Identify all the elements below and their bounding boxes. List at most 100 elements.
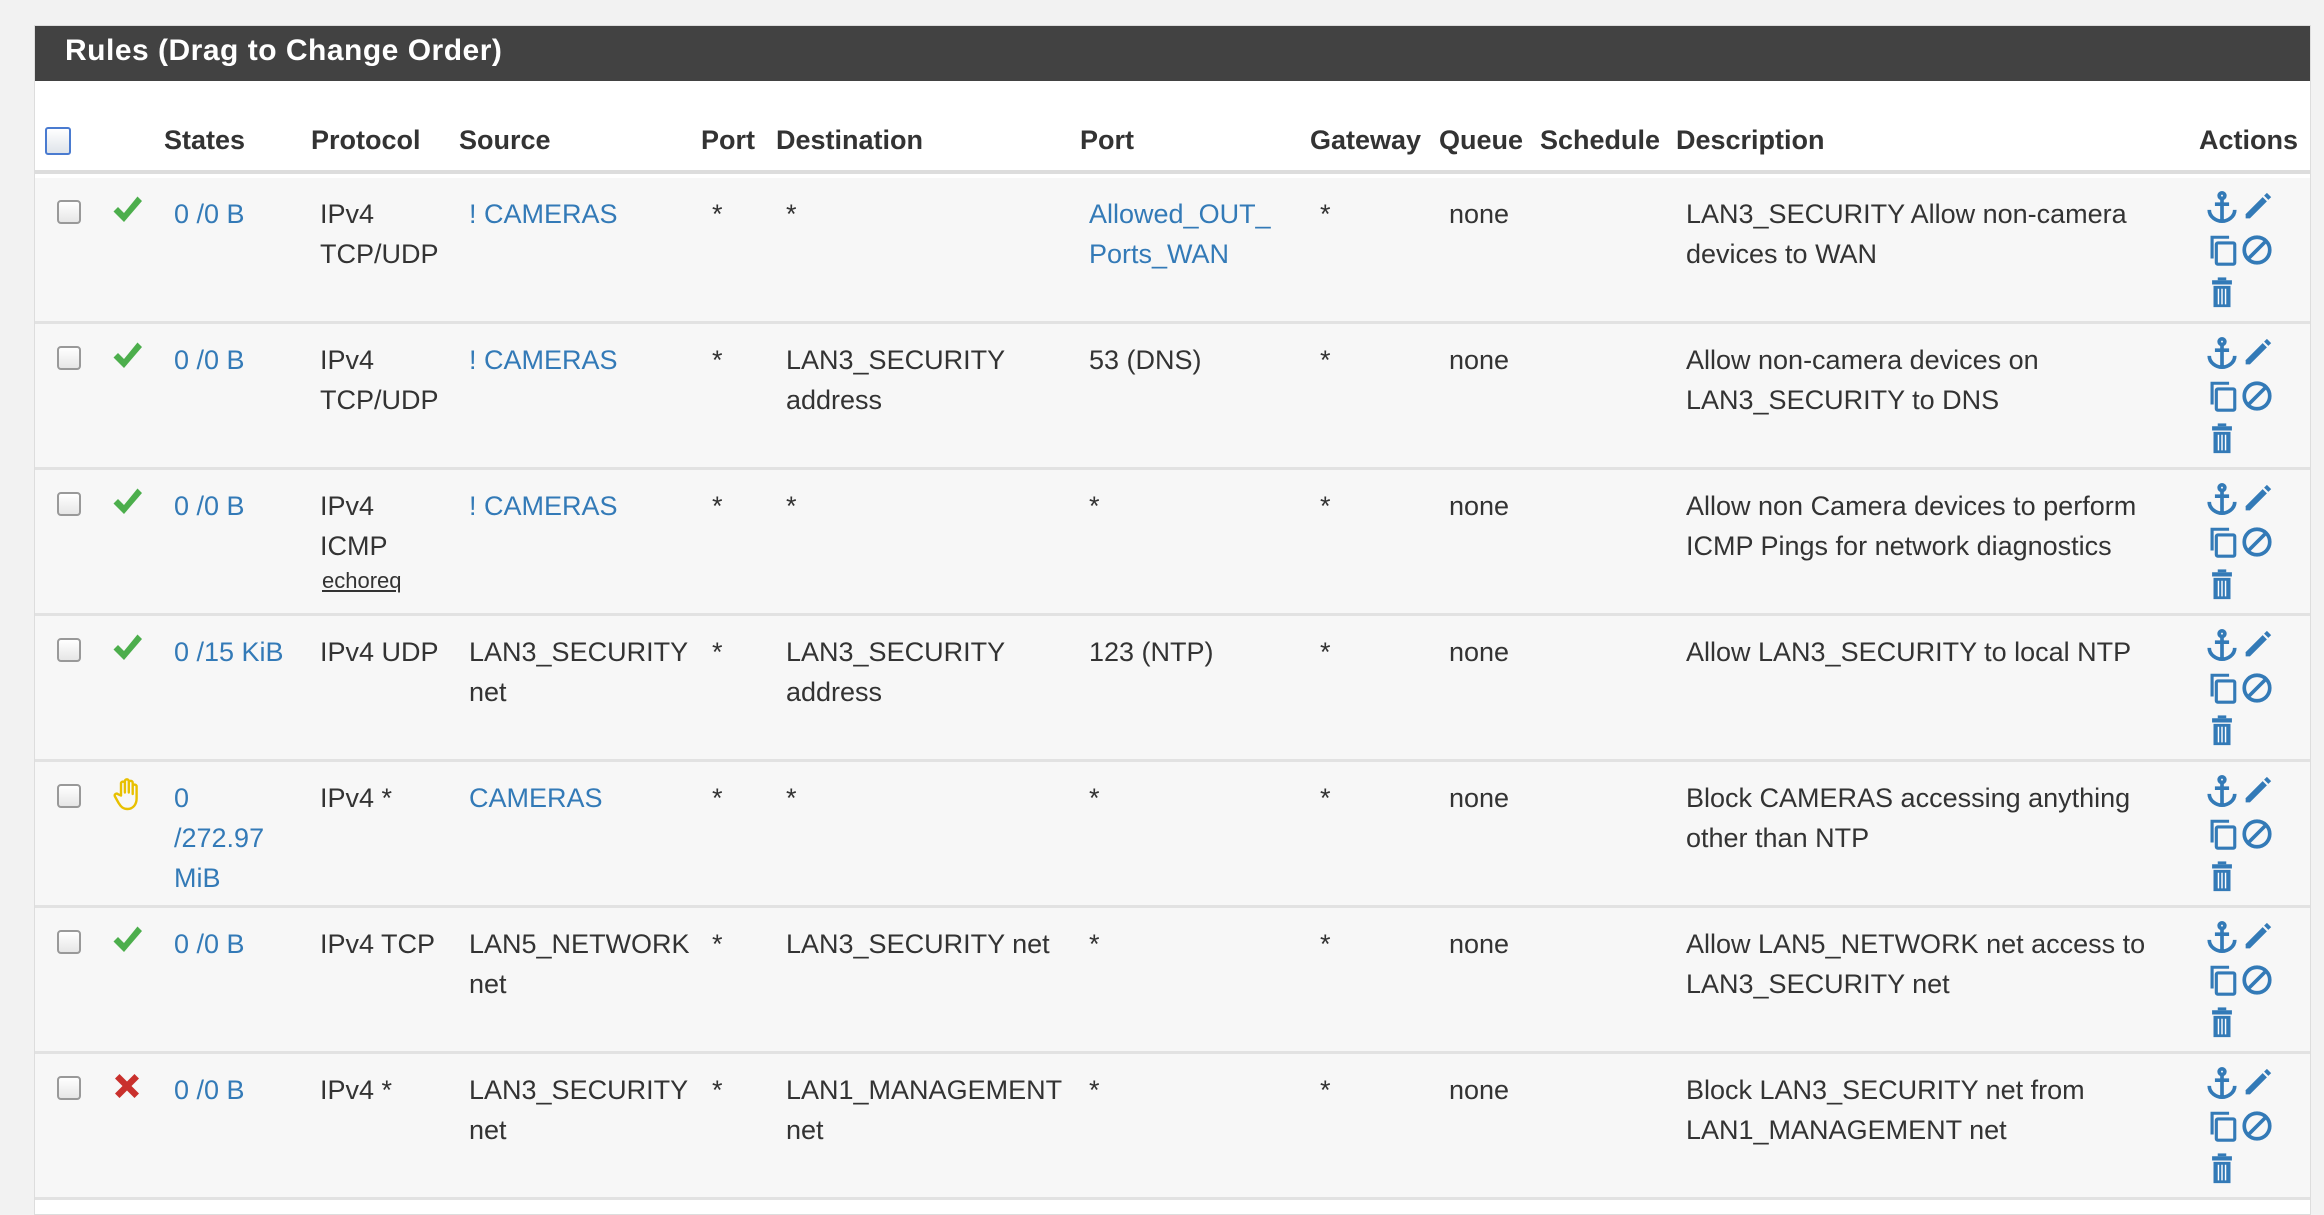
- disable-ban-icon[interactable]: [2240, 381, 2275, 421]
- source[interactable]: ! CAMERAS: [469, 199, 618, 229]
- rule-row[interactable]: 0 /15 KiB IPv4 UDP LAN3_SECURITY net * L…: [35, 616, 2310, 762]
- header-schedule[interactable]: Schedule: [1540, 125, 1661, 155]
- pass-check-icon[interactable]: [109, 922, 145, 958]
- copy-icon[interactable]: [2205, 965, 2240, 1005]
- copy-icon[interactable]: [2205, 1111, 2240, 1151]
- rule-select-checkbox[interactable]: [57, 1076, 81, 1100]
- disable-ban-icon[interactable]: [2240, 965, 2275, 1005]
- gateway: *: [1320, 1075, 1331, 1105]
- rule-select-checkbox[interactable]: [57, 346, 81, 370]
- header-states[interactable]: States: [164, 125, 246, 155]
- source-port: *: [712, 199, 723, 229]
- rule-row[interactable]: 0 /0 B IPv4 TCP LAN5_NETWORK net * LAN3_…: [35, 908, 2310, 1054]
- protocol: IPv4 ICMP: [320, 491, 388, 561]
- disable-ban-icon[interactable]: [2240, 1111, 2275, 1151]
- copy-icon[interactable]: [2205, 819, 2240, 859]
- protocol: IPv4 TCP/UDP: [320, 345, 439, 415]
- header-gateway[interactable]: Gateway: [1310, 125, 1422, 155]
- disable-ban-icon[interactable]: [2240, 235, 2275, 275]
- edit-pencil-icon[interactable]: [2240, 192, 2275, 232]
- copy-icon[interactable]: [2205, 235, 2240, 275]
- anchor-icon[interactable]: [2205, 336, 2240, 378]
- anchor-icon[interactable]: [2205, 628, 2240, 670]
- states-link[interactable]: 0 /15 KiB: [174, 637, 284, 667]
- delete-trash-icon[interactable]: [2205, 1153, 2240, 1194]
- anchor-icon[interactable]: [2205, 482, 2240, 524]
- states-link[interactable]: 0 /0 B: [174, 491, 245, 521]
- destination-port[interactable]: Allowed_OUT_ Ports_WAN: [1089, 199, 1271, 269]
- description: Allow non-camera devices on LAN3_SECURIT…: [1686, 345, 2039, 415]
- edit-pencil-icon[interactable]: [2240, 1068, 2275, 1108]
- description: Allow LAN3_SECURITY to local NTP: [1686, 637, 2132, 667]
- delete-trash-icon[interactable]: [2205, 423, 2240, 464]
- rule-select-checkbox[interactable]: [57, 492, 81, 516]
- destination: LAN3_SECURITY address: [786, 345, 1006, 415]
- anchor-icon[interactable]: [2205, 920, 2240, 962]
- reject-x-icon[interactable]: [109, 1068, 145, 1104]
- select-all-checkbox[interactable]: [45, 127, 71, 155]
- pass-check-icon[interactable]: [109, 192, 145, 228]
- rule-select-checkbox[interactable]: [57, 638, 81, 662]
- edit-pencil-icon[interactable]: [2240, 630, 2275, 670]
- pass-check-icon[interactable]: [109, 630, 145, 666]
- header-source[interactable]: Source: [459, 125, 551, 155]
- states-link[interactable]: 0 /0 B: [174, 199, 245, 229]
- gateway: *: [1320, 491, 1331, 521]
- row-actions: [2205, 774, 2275, 903]
- delete-trash-icon[interactable]: [2205, 861, 2240, 902]
- edit-pencil-icon[interactable]: [2240, 776, 2275, 816]
- edit-pencil-icon[interactable]: [2240, 484, 2275, 524]
- icmp-subtype: echoreq: [322, 568, 402, 593]
- anchor-icon[interactable]: [2205, 774, 2240, 816]
- edit-pencil-icon[interactable]: [2240, 922, 2275, 962]
- header-source-port[interactable]: Port: [701, 125, 755, 155]
- edit-pencil-icon[interactable]: [2240, 338, 2275, 378]
- header-queue[interactable]: Queue: [1439, 125, 1524, 155]
- copy-icon[interactable]: [2205, 381, 2240, 421]
- protocol-cell: IPv4 UDP: [320, 632, 470, 672]
- copy-icon[interactable]: [2205, 527, 2240, 567]
- queue: none: [1449, 491, 1510, 521]
- source-port: *: [712, 637, 723, 667]
- delete-trash-icon[interactable]: [2205, 277, 2240, 318]
- header-destination[interactable]: Destination: [776, 125, 924, 155]
- queue: none: [1449, 345, 1510, 375]
- states-link[interactable]: 0 /0 B: [174, 345, 245, 375]
- anchor-icon[interactable]: [2205, 1066, 2240, 1108]
- source[interactable]: ! CAMERAS: [469, 345, 618, 375]
- states-link[interactable]: 0 /0 B: [174, 929, 245, 959]
- disable-ban-icon[interactable]: [2240, 527, 2275, 567]
- header-description[interactable]: Description: [1676, 125, 1825, 155]
- rule-row[interactable]: 0 /0 B IPv4 * LAN3_SECURITY net * LAN1_M…: [35, 1054, 2310, 1200]
- block-hand-icon[interactable]: [109, 776, 145, 812]
- gateway: *: [1320, 637, 1331, 667]
- rule-row[interactable]: 0 /0 B IPv4 TCP/UDP ! CAMERAS * LAN3_SEC…: [35, 324, 2310, 470]
- disable-ban-icon[interactable]: [2240, 819, 2275, 859]
- rule-select-checkbox[interactable]: [57, 784, 81, 808]
- delete-trash-icon[interactable]: [2205, 1007, 2240, 1048]
- rule-select-checkbox[interactable]: [57, 200, 81, 224]
- pass-check-icon[interactable]: [109, 338, 145, 374]
- delete-trash-icon[interactable]: [2205, 569, 2240, 610]
- rule-row[interactable]: 0 /0 B IPv4 TCP/UDP ! CAMERAS * * Allowe…: [35, 178, 2310, 324]
- copy-icon[interactable]: [2205, 673, 2240, 713]
- source[interactable]: ! CAMERAS: [469, 491, 618, 521]
- row-actions: [2205, 190, 2275, 319]
- pass-check-icon[interactable]: [109, 484, 145, 520]
- source-port: *: [712, 929, 723, 959]
- gateway: *: [1320, 929, 1331, 959]
- states-link[interactable]: 0 /272.97 MiB: [174, 783, 265, 893]
- delete-trash-icon[interactable]: [2205, 715, 2240, 756]
- disable-ban-icon[interactable]: [2240, 673, 2275, 713]
- source[interactable]: CAMERAS: [469, 783, 603, 813]
- destination: *: [786, 199, 797, 229]
- rule-select-checkbox[interactable]: [57, 930, 81, 954]
- anchor-icon[interactable]: [2205, 190, 2240, 232]
- destination-port: *: [1089, 491, 1100, 521]
- states-link[interactable]: 0 /0 B: [174, 1075, 245, 1105]
- rule-row[interactable]: 0 /272.97 MiB IPv4 * CAMERAS * * * * non…: [35, 762, 2310, 908]
- rule-row[interactable]: 0 /0 B IPv4 ICMP echoreq ! CAMERAS * * * …: [35, 470, 2310, 616]
- header-destination-port[interactable]: Port: [1080, 125, 1134, 155]
- header-protocol[interactable]: Protocol: [311, 125, 421, 155]
- row-actions: [2205, 628, 2275, 757]
